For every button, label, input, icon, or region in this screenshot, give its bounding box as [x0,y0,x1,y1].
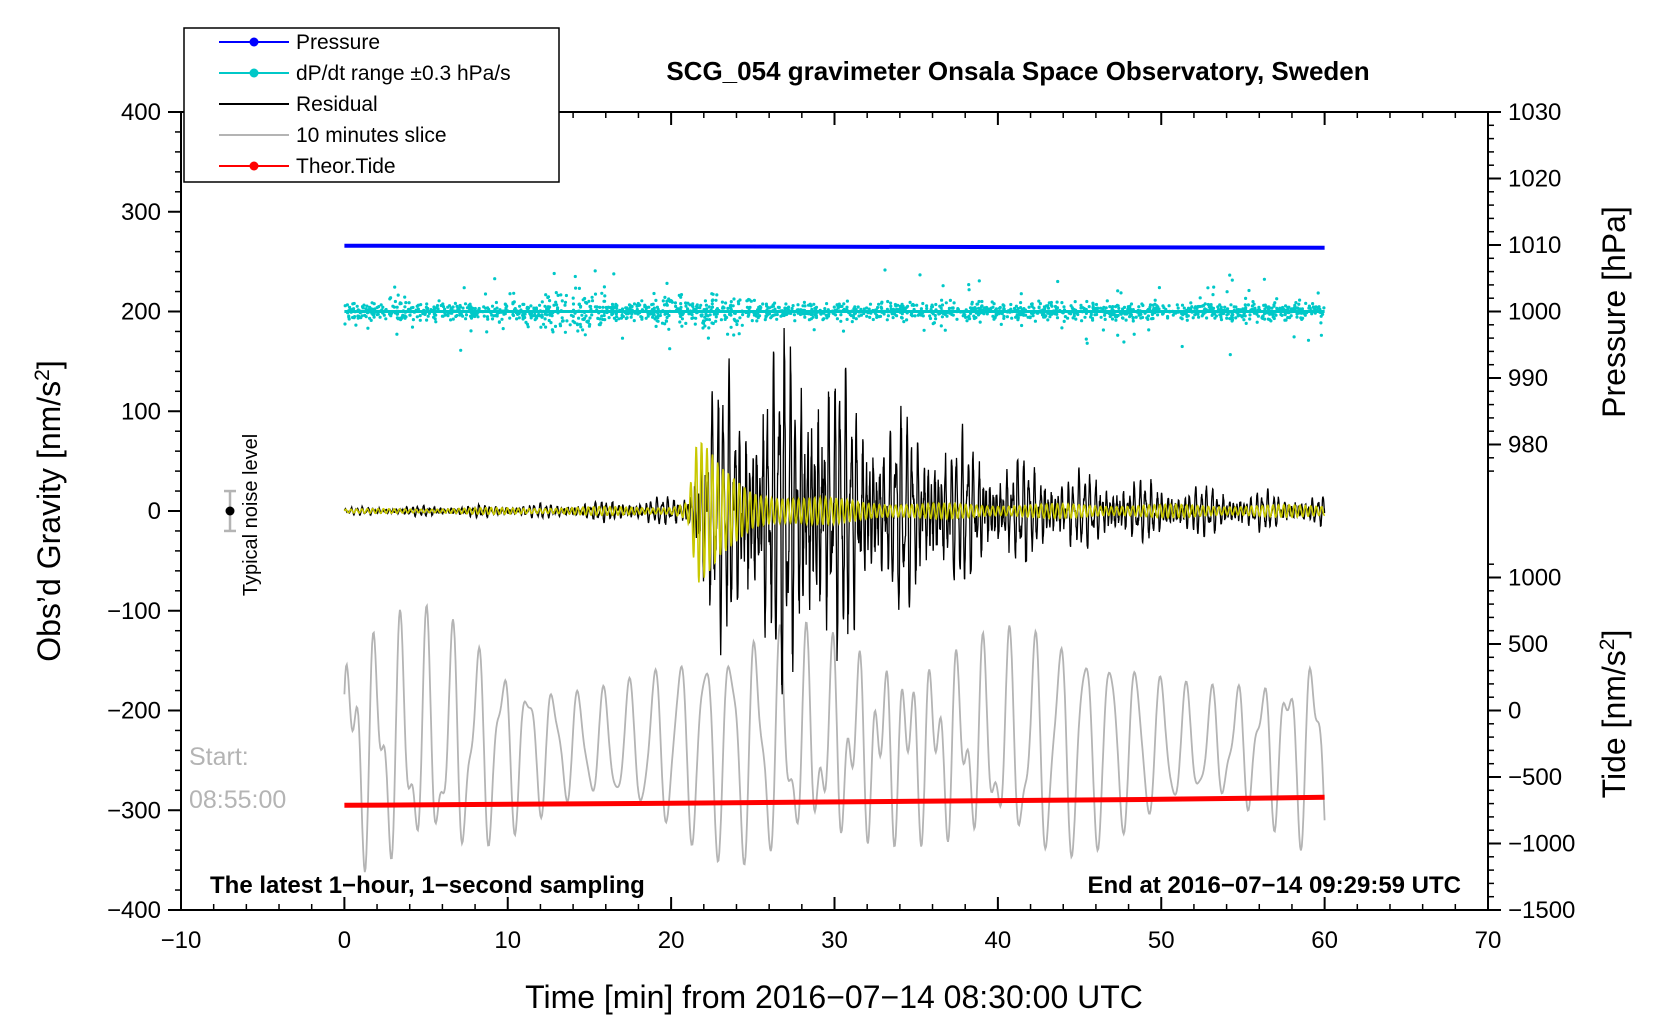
y-axis-title-tide-end: ] [1596,630,1632,639]
x-axis-title: Time [min] from 2016−07−14 08:30:00 UTC [525,979,1143,1015]
start-time: 08:55:00 [189,786,286,814]
series-layer [343,243,1326,873]
slice-series-line [343,603,1326,873]
pressure-tick-label: 980 [1508,432,1548,459]
x-tick-label: 30 [821,927,848,954]
start-label: Start: [189,743,249,771]
legend-label: Residual [296,93,378,116]
legend-label: Theor.Tide [296,155,396,178]
residual-lowpass-line [343,441,1326,583]
y-axis-title-gravity-sup: 2 [31,369,54,381]
y-axis-title-gravity: Obs’d Gravity [nm/s2] [31,360,68,662]
y-tick-label: 300 [121,199,161,226]
x-tick-label: 20 [658,927,685,954]
noise-level-label: Typical noise level [240,434,262,596]
legend-label: 10 minutes slice [296,124,447,147]
pressure-tick-label: 990 [1508,365,1548,392]
y-tick-label: −100 [107,598,161,625]
tide-tick-label: −1000 [1508,831,1575,858]
y-axis-title-tide: Tide [nm/s2] [1596,630,1633,799]
legend-swatch-dot [249,161,259,171]
x-tick-label: −10 [161,927,202,954]
legend-label: Pressure [296,31,380,54]
tide-series-line [344,794,1325,808]
tide-tick-label: 0 [1508,698,1521,725]
tide-tick-label: 500 [1508,631,1548,658]
y-tick-label: −300 [107,797,161,824]
y-axis-title-gravity-end: ] [31,360,67,369]
y-axis-title-gravity-main: Obs’d Gravity [nm/s [31,381,67,662]
ticks-layer: −10 0 10 20 30 40 50 60 704003002001000−100−200−… [107,99,1575,954]
x-tick-label: 50 [1148,927,1175,954]
x-tick-label: 0 [338,927,351,954]
pressure-tick-label: 1020 [1508,166,1561,193]
legend-label: dP/dt range ±0.3 hPa/s [296,62,511,85]
legend-swatch-dot [249,37,259,47]
y-axis-title-tide-main: Tide [nm/s [1596,650,1632,798]
tide-tick-label: 1000 [1508,565,1561,592]
y-axis-title-pressure: Pressure [hPa] [1596,206,1632,418]
noise-point [225,506,235,516]
x-tick-label: 60 [1311,927,1338,954]
pressure-tick-label: 1010 [1508,232,1561,259]
sampling-note: The latest 1−hour, 1−second sampling [210,872,645,899]
y-tick-label: 0 [148,498,161,525]
tide-tick-label: −1500 [1508,897,1575,924]
y-axis-title-tide-sup: 2 [1596,639,1619,651]
y-tick-label: 100 [121,398,161,425]
noise-level-indicator [224,489,237,533]
y-tick-label: −400 [107,897,161,924]
residual-series-line [343,327,1326,695]
chart-title: SCG_054 gravimeter Onsala Space Observat… [666,56,1369,86]
pressure-tick-label: 1000 [1508,299,1561,326]
y-tick-label: 200 [121,299,161,326]
y-tick-label: −200 [107,698,161,725]
legend-swatch-dot [249,68,259,78]
x-tick-label: 70 [1475,927,1502,954]
y-tick-label: 400 [121,99,161,126]
end-time-note: End at 2016−07−14 09:29:59 UTC [1087,872,1461,899]
pressure-tick-label: 1030 [1508,99,1561,126]
x-tick-label: 40 [985,927,1012,954]
pressure-series-line [344,243,1325,250]
tide-tick-label: −500 [1508,764,1562,791]
x-tick-label: 10 [494,927,521,954]
legend: Pressure dP/dt range ±0.3 hPa/s Residual 10… [183,27,560,183]
